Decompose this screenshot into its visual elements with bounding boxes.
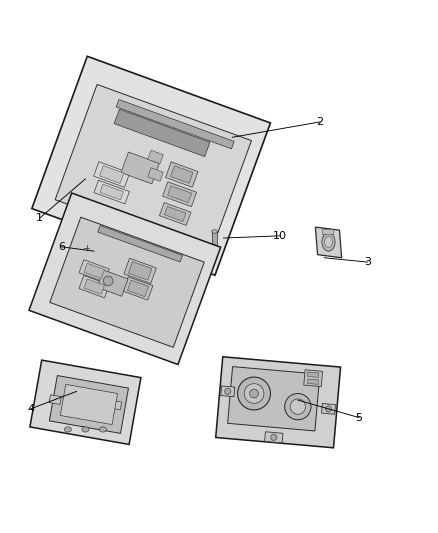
Text: 1: 1 (36, 213, 43, 223)
Polygon shape (128, 262, 152, 280)
Polygon shape (124, 258, 156, 284)
Ellipse shape (290, 399, 306, 414)
Polygon shape (121, 152, 159, 184)
Polygon shape (228, 367, 320, 431)
Polygon shape (307, 379, 319, 384)
Polygon shape (221, 386, 235, 397)
Polygon shape (148, 150, 163, 164)
Polygon shape (50, 217, 204, 348)
Polygon shape (84, 263, 104, 279)
Polygon shape (110, 400, 122, 410)
Polygon shape (49, 376, 128, 433)
Text: 10: 10 (273, 231, 287, 241)
Polygon shape (49, 395, 61, 405)
Ellipse shape (244, 384, 264, 403)
Polygon shape (60, 384, 117, 425)
Ellipse shape (285, 393, 311, 420)
Polygon shape (170, 166, 193, 183)
Polygon shape (30, 360, 141, 445)
Polygon shape (321, 403, 336, 414)
Text: 4: 4 (27, 404, 34, 414)
Ellipse shape (325, 406, 332, 412)
Ellipse shape (212, 245, 217, 248)
Polygon shape (164, 206, 186, 221)
Ellipse shape (84, 245, 90, 251)
Polygon shape (79, 260, 110, 282)
Polygon shape (84, 279, 104, 294)
Polygon shape (55, 84, 251, 256)
Polygon shape (304, 370, 322, 386)
Polygon shape (148, 168, 163, 181)
Polygon shape (98, 225, 183, 262)
Text: 3: 3 (364, 257, 371, 267)
Ellipse shape (250, 389, 258, 398)
Ellipse shape (64, 427, 71, 432)
Polygon shape (116, 100, 234, 149)
Polygon shape (265, 432, 283, 443)
Polygon shape (307, 372, 319, 377)
Polygon shape (212, 231, 217, 247)
Polygon shape (100, 184, 124, 200)
Polygon shape (32, 56, 270, 275)
Polygon shape (29, 193, 221, 365)
Polygon shape (322, 229, 333, 233)
Text: 6: 6 (58, 242, 65, 252)
Text: 2: 2 (316, 117, 323, 127)
Ellipse shape (103, 276, 113, 286)
Polygon shape (315, 227, 342, 258)
Ellipse shape (81, 241, 93, 254)
Polygon shape (97, 270, 128, 296)
Text: 5: 5 (356, 413, 363, 423)
Ellipse shape (99, 427, 106, 432)
Ellipse shape (225, 388, 231, 394)
Polygon shape (99, 166, 124, 183)
Polygon shape (168, 186, 191, 203)
Polygon shape (127, 280, 148, 297)
Ellipse shape (271, 434, 277, 440)
Polygon shape (94, 161, 130, 187)
Polygon shape (215, 357, 341, 448)
Ellipse shape (212, 230, 217, 233)
Polygon shape (159, 203, 191, 225)
Ellipse shape (325, 236, 332, 248)
Polygon shape (123, 277, 153, 300)
Polygon shape (79, 276, 110, 298)
Polygon shape (114, 109, 210, 157)
Polygon shape (162, 182, 197, 207)
Ellipse shape (322, 233, 335, 251)
Ellipse shape (82, 427, 89, 432)
Polygon shape (166, 162, 198, 187)
Ellipse shape (237, 377, 270, 410)
Polygon shape (94, 180, 129, 204)
